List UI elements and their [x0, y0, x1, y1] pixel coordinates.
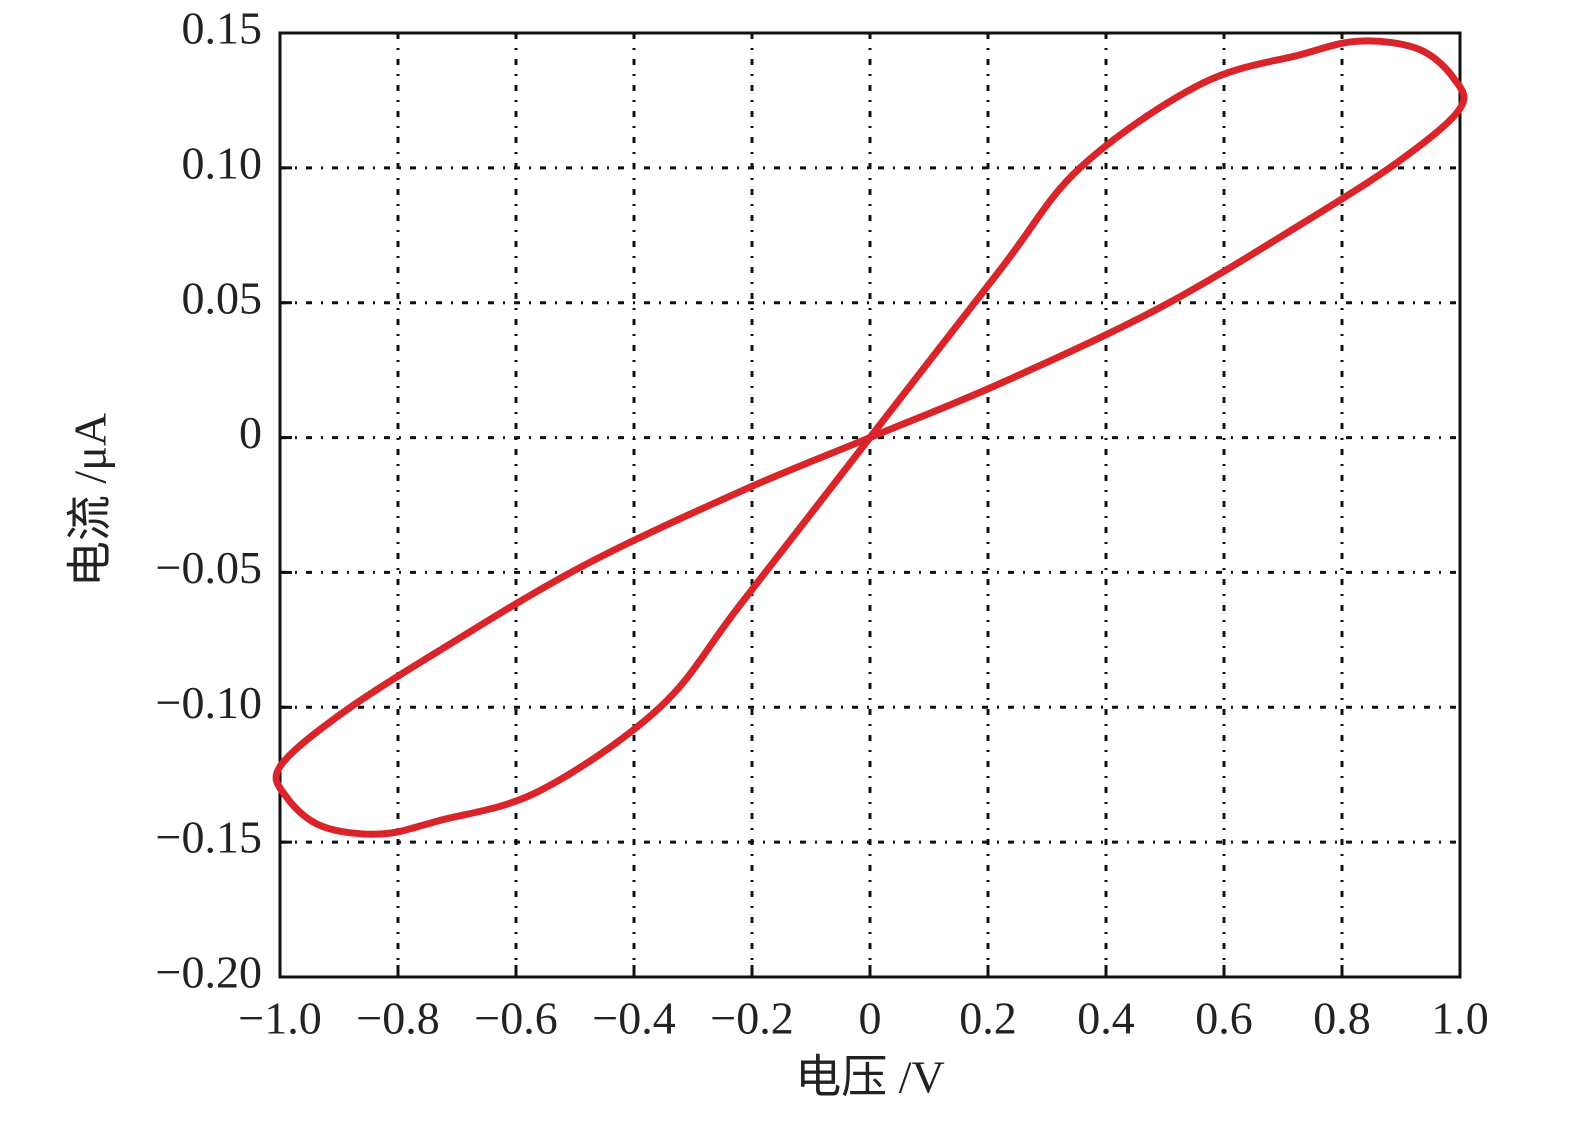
x-tick-label: −1.0 — [238, 993, 321, 1044]
y-tick-label: 0.10 — [182, 137, 263, 188]
x-tick-label: −0.6 — [474, 993, 557, 1044]
x-tick-label: −0.8 — [356, 993, 439, 1044]
x-tick-label: 0.2 — [959, 993, 1017, 1044]
y-tick-label: −0.15 — [156, 812, 262, 863]
x-tick-label: −0.4 — [592, 993, 675, 1044]
y-tick-label: −0.05 — [156, 542, 262, 593]
plot-frame — [278, 31, 1462, 979]
y-tick-label: −0.20 — [156, 947, 262, 998]
x-tick-label: 0.8 — [1313, 993, 1371, 1044]
x-tick-label: 0 — [859, 993, 882, 1044]
y-tick-label: 0.15 — [182, 3, 263, 54]
y-axis-label: 电流 /μA — [65, 413, 116, 587]
curve — [272, 37, 1468, 838]
x-axis-label: 电压 /V — [795, 1052, 945, 1103]
x-tick-label: 0.6 — [1195, 993, 1253, 1044]
x-tick-label: 0.4 — [1077, 993, 1135, 1044]
y-tick-label: 0.05 — [182, 272, 263, 323]
x-tick-label: −0.2 — [710, 993, 793, 1044]
y-tick-label: 0 — [239, 407, 262, 458]
y-tick-label: −0.10 — [156, 677, 262, 728]
x-tick-label: 1.0 — [1431, 993, 1489, 1044]
